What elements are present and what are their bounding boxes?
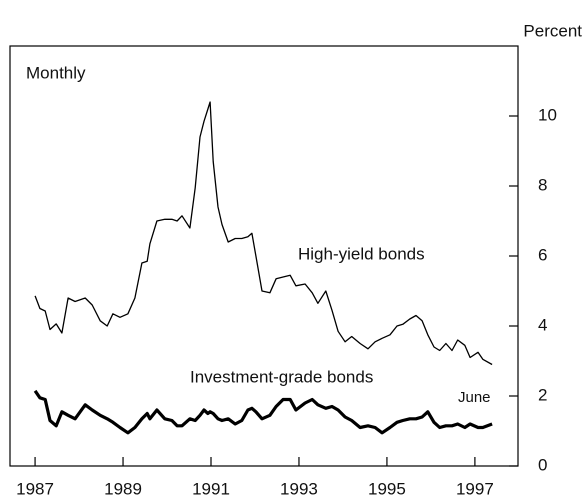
annotation: High-yield bonds xyxy=(298,244,425,263)
frequency-label: Monthly xyxy=(26,63,86,82)
x-tick-label: 1991 xyxy=(192,479,230,498)
y-tick-label: 0 xyxy=(538,455,547,474)
y-tick-label: 6 xyxy=(538,245,547,264)
x-tick-label: 1997 xyxy=(456,479,494,498)
x-tick-label: 1995 xyxy=(368,479,406,498)
y-tick-label: 8 xyxy=(538,175,547,194)
y-tick-label: 4 xyxy=(538,315,547,334)
plot-frame xyxy=(9,45,519,467)
y-tick-label: 2 xyxy=(538,385,547,404)
annotation: June xyxy=(458,389,491,406)
x-tick-label: 1987 xyxy=(16,479,54,498)
series-line xyxy=(33,389,493,435)
series-line xyxy=(34,101,493,366)
x-tick-label: 1993 xyxy=(280,479,318,498)
y-tick-label: 10 xyxy=(538,105,557,124)
y-unit-label: Percent xyxy=(523,21,582,40)
annotation: Investment-grade bonds xyxy=(190,367,373,386)
x-tick-label: 1989 xyxy=(104,479,142,498)
